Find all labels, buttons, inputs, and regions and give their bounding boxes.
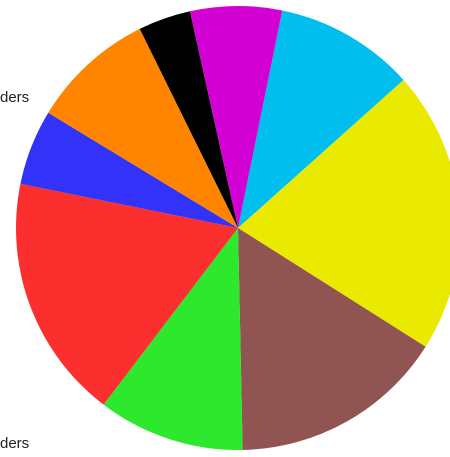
- pie-slice-8: [139, 11, 238, 229]
- pie-slice-7: [48, 28, 238, 229]
- pie-slice-6: [20, 112, 239, 228]
- pie-slice-9: [189, 6, 283, 228]
- pie-slice-2: [238, 80, 450, 347]
- slice-label-top-truncated: ders: [0, 89, 30, 106]
- pie-slice-1: [238, 10, 404, 228]
- pie-slice-5: [16, 183, 239, 405]
- pie-slice-4: [103, 228, 243, 450]
- pie-slice-3: [238, 228, 426, 450]
- slice-label-bottom-truncated: ders: [0, 435, 30, 452]
- pie-slices: [16, 6, 450, 450]
